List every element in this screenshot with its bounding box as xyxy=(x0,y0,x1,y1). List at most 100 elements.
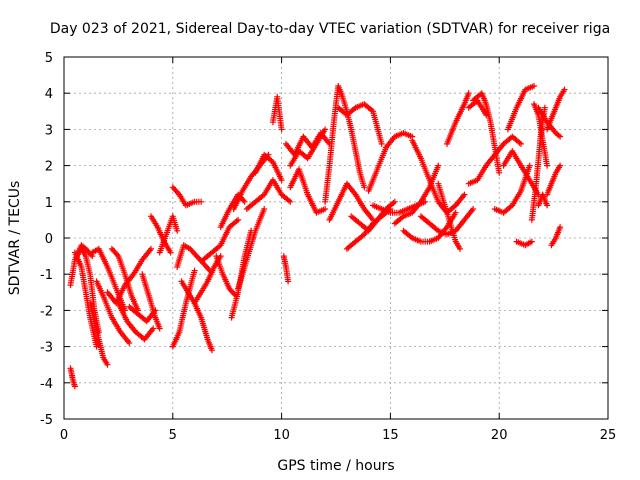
series-track-31 xyxy=(287,126,329,169)
y-tick-label: -2 xyxy=(40,304,53,319)
x-axis-title: GPS time / hours xyxy=(277,458,394,474)
series-track-35 xyxy=(335,101,385,147)
series-track-05 xyxy=(87,300,111,368)
series-track-51 xyxy=(504,83,537,133)
series-track-32 xyxy=(287,166,329,216)
data-point xyxy=(526,162,533,169)
y-axis-title: SDTVAR / TECUs xyxy=(7,181,23,296)
y-tick-labels: -5 -4 -3 -2 -1 0 1 2 3 4 5 xyxy=(40,51,53,428)
series-track-56 xyxy=(535,191,551,209)
data-point xyxy=(150,325,157,332)
axis-ticks xyxy=(63,56,609,420)
data-point xyxy=(322,206,329,212)
data-point xyxy=(148,245,154,252)
data-point xyxy=(557,162,564,169)
data-point xyxy=(287,198,294,205)
data-point xyxy=(322,126,329,133)
y-tick-label: 5 xyxy=(45,51,53,66)
data-point xyxy=(544,162,551,169)
x-tick-label: 10 xyxy=(273,428,290,443)
series-track-18 xyxy=(178,278,215,354)
data-point xyxy=(156,325,163,332)
series-track-15 xyxy=(169,184,205,209)
series-track-34 xyxy=(326,180,376,223)
data-point xyxy=(174,227,181,234)
series-track-57 xyxy=(544,162,564,198)
data-point xyxy=(518,140,524,147)
series-track-33 xyxy=(322,83,368,205)
data-point xyxy=(285,278,292,285)
data-point xyxy=(561,86,568,93)
series-track-58 xyxy=(544,86,568,133)
series-track-45 xyxy=(444,90,472,147)
data-point xyxy=(71,383,78,390)
y-tick-label: -3 xyxy=(40,341,53,356)
series-track-27 xyxy=(252,151,285,184)
y-tick-label: -5 xyxy=(40,413,53,428)
series-track-49 xyxy=(491,162,533,216)
x-tick-label: 0 xyxy=(60,428,68,443)
data-point xyxy=(391,198,398,205)
y-tick-label: 3 xyxy=(45,123,53,138)
data-point xyxy=(531,83,537,89)
data-point xyxy=(278,126,285,133)
series-track-37 xyxy=(348,198,398,234)
data-point xyxy=(470,206,477,212)
data-point xyxy=(544,202,551,209)
series-track-20 xyxy=(200,216,242,263)
data-point xyxy=(557,133,564,140)
series-track-48 xyxy=(465,133,524,187)
data-point xyxy=(496,169,503,176)
data-point xyxy=(465,90,472,97)
data-point xyxy=(104,361,111,368)
data-point xyxy=(457,245,463,252)
series-track-21 xyxy=(213,253,239,299)
series-track-19 xyxy=(191,253,224,307)
data-point xyxy=(361,184,368,191)
data-point xyxy=(93,343,100,350)
y-tick-label: 1 xyxy=(45,196,53,211)
series-track-28 xyxy=(269,93,285,133)
series-track-26 xyxy=(243,177,294,212)
series-track-09 xyxy=(108,245,141,314)
series-track-59 xyxy=(548,224,564,249)
data-points xyxy=(67,83,568,390)
data-point xyxy=(261,206,268,212)
data-point xyxy=(198,198,205,205)
x-tick-label: 15 xyxy=(382,428,399,443)
data-point xyxy=(241,198,248,205)
series-track-07 xyxy=(93,278,133,346)
y-tick-label: 2 xyxy=(45,160,53,175)
data-point xyxy=(461,191,468,198)
x-tick-labels: 0 5 10 15 20 25 xyxy=(60,428,616,443)
data-point xyxy=(555,132,562,139)
series-track-12 xyxy=(139,271,163,332)
series-track-01 xyxy=(67,365,78,390)
x-tick-label: 5 xyxy=(169,428,177,443)
y-tick-label: 4 xyxy=(45,87,53,102)
y-tick-label: -1 xyxy=(40,268,53,283)
series-track-44 xyxy=(435,180,463,252)
data-point xyxy=(541,104,548,111)
data-point xyxy=(191,267,198,274)
data-point xyxy=(435,162,442,169)
series-track-29 xyxy=(280,253,292,285)
y-tick-label: 0 xyxy=(45,232,53,247)
data-point xyxy=(557,224,564,231)
series-track-52 xyxy=(513,238,535,249)
series-track-38 xyxy=(365,130,416,194)
data-point xyxy=(378,140,385,147)
series-track-40 xyxy=(391,162,442,227)
series-track-14 xyxy=(156,213,181,256)
data-point xyxy=(235,216,242,223)
series-track-04 xyxy=(74,245,102,336)
series-track-10 xyxy=(115,300,157,343)
data-point xyxy=(209,347,215,354)
series-track-24 xyxy=(235,206,268,292)
data-point xyxy=(167,249,174,256)
y-tick-label: -4 xyxy=(40,377,53,392)
chart-title: Day 023 of 2021, Sidereal Day-to-day VTE… xyxy=(50,21,610,37)
data-point xyxy=(452,209,459,216)
